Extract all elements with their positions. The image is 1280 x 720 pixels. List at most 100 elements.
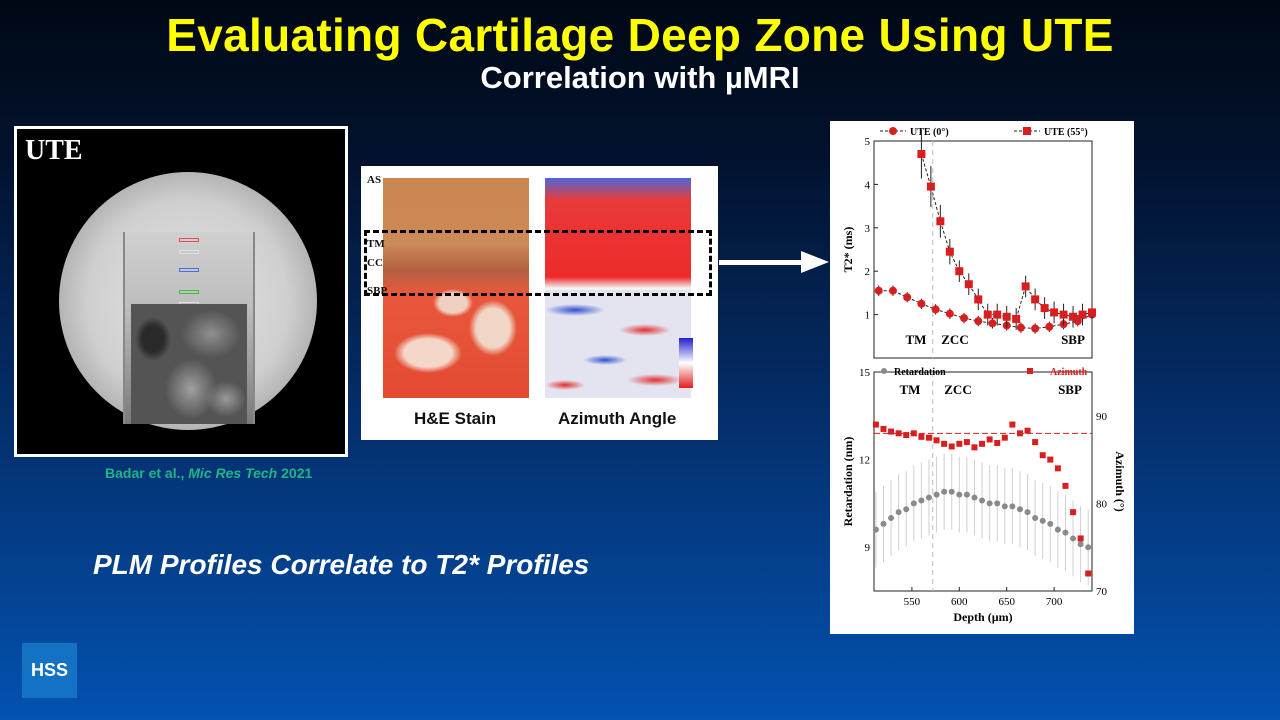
plm-statement: PLM Profiles Correlate to T2* Profiles — [93, 549, 590, 580]
data-point — [888, 428, 895, 435]
data-point — [1001, 434, 1008, 441]
data-point — [974, 295, 983, 304]
data-point — [1009, 503, 1016, 510]
data-point — [1070, 535, 1077, 542]
chart2-zone-label: ZCC — [944, 382, 971, 397]
data-point — [988, 319, 997, 328]
data-point — [872, 421, 879, 428]
roi-box — [179, 238, 199, 242]
citation-authors: Badar et al., — [105, 465, 185, 481]
data-point — [964, 280, 973, 289]
data-point — [910, 500, 917, 507]
data-point — [979, 440, 986, 447]
data-point — [983, 310, 992, 319]
chart2-ytick-label: 9 — [865, 542, 871, 554]
chart2-zone-label: TM — [900, 382, 921, 397]
slide-title: Evaluating Cartilage Deep Zone Using UTE — [166, 9, 1114, 61]
azimuth-colorbar — [679, 338, 693, 388]
data-point — [963, 439, 970, 446]
label-cc: CC — [367, 257, 383, 269]
data-point — [926, 182, 935, 191]
data-point — [1016, 430, 1023, 437]
legend-marker — [1023, 127, 1031, 135]
data-point — [971, 444, 978, 451]
chart-panel: 1 2 3 4 5 T2* (ms) UTE (0°) UTE (55°) TM ZCC SBP 9 1… — [830, 121, 1134, 634]
data-point — [1009, 421, 1016, 428]
roi-box — [179, 250, 199, 254]
data-point — [994, 500, 1001, 507]
data-point — [1039, 517, 1046, 524]
data-point — [1040, 304, 1049, 313]
data-point — [1024, 427, 1031, 434]
label-tm: TM — [367, 238, 385, 250]
roi-box — [179, 290, 199, 294]
data-point — [948, 443, 955, 450]
data-point — [1031, 324, 1040, 333]
series-line-0 — [878, 290, 1093, 329]
arrow-line — [719, 260, 803, 265]
chart1-ylabel: T2* (ms) — [841, 227, 855, 273]
data-point — [1024, 509, 1031, 516]
data-point — [1062, 529, 1069, 536]
stain-panel: AS TM CC SBP H&E Stain Azimuth Angle — [361, 166, 718, 440]
data-point — [880, 520, 887, 527]
data-point — [1069, 312, 1078, 321]
chart1-zone-label: TM — [906, 332, 927, 347]
data-point — [1032, 439, 1039, 446]
chart2-xtick-label: 650 — [998, 596, 1015, 608]
data-point — [1085, 570, 1092, 577]
data-point — [948, 488, 955, 495]
data-point — [994, 439, 1001, 446]
citation: Badar et al., Mic Res Tech 2021 — [105, 465, 312, 481]
slide-subtitle: Correlation with µMRI — [480, 60, 800, 95]
roi-box — [179, 268, 199, 272]
data-point — [960, 314, 969, 323]
legend-label: Azimuth — [1050, 367, 1088, 378]
legend-label: UTE (0°) — [910, 127, 949, 138]
chart2-xtick-label: 700 — [1046, 596, 1063, 608]
data-point — [1031, 295, 1040, 304]
legend-label: Retardation — [894, 367, 946, 378]
data-point — [941, 488, 948, 495]
ute-specimen-disc — [59, 172, 317, 430]
chart1-ytick-label: 5 — [865, 136, 871, 148]
ute-image-panel: UTE — [14, 126, 348, 457]
data-point — [1021, 282, 1030, 291]
data-point — [888, 515, 895, 521]
hss-logo: HSS — [22, 643, 77, 698]
data-point — [933, 437, 940, 444]
data-point — [925, 434, 932, 441]
data-point — [903, 506, 910, 513]
chart2-y2tick-label: 90 — [1096, 411, 1108, 423]
highlight-box — [364, 230, 712, 296]
data-point — [1001, 503, 1008, 510]
data-point — [933, 491, 940, 498]
chart1-zone-label: SBP — [1061, 332, 1085, 347]
data-point — [1085, 544, 1092, 551]
he-caption: H&E Stain — [414, 409, 497, 428]
legend-marker — [1027, 368, 1033, 374]
data-point — [986, 436, 993, 443]
data-point — [903, 293, 912, 302]
chart1-zone-label: ZCC — [941, 332, 968, 347]
data-point — [956, 440, 963, 447]
chart2-ytick-label: 12 — [859, 455, 870, 467]
data-point — [1078, 310, 1087, 319]
label-as: AS — [367, 174, 382, 186]
legend-marker — [881, 368, 887, 374]
chart2-xtick-label: 550 — [904, 596, 921, 608]
data-point — [895, 509, 902, 516]
series-line-1 — [920, 153, 1093, 320]
azimuth-deep-region — [545, 290, 691, 398]
chart2-xtick-label: 600 — [951, 596, 968, 608]
data-point — [941, 440, 948, 447]
data-point — [903, 432, 910, 439]
chart2-xlabel: Depth (µm) — [953, 610, 1012, 624]
chart1-ytick-label: 1 — [865, 310, 871, 322]
data-point — [945, 309, 954, 318]
data-point — [910, 430, 917, 437]
data-point — [1016, 506, 1023, 513]
data-point — [872, 526, 879, 533]
data-point — [1054, 526, 1061, 533]
data-point — [1050, 308, 1059, 317]
